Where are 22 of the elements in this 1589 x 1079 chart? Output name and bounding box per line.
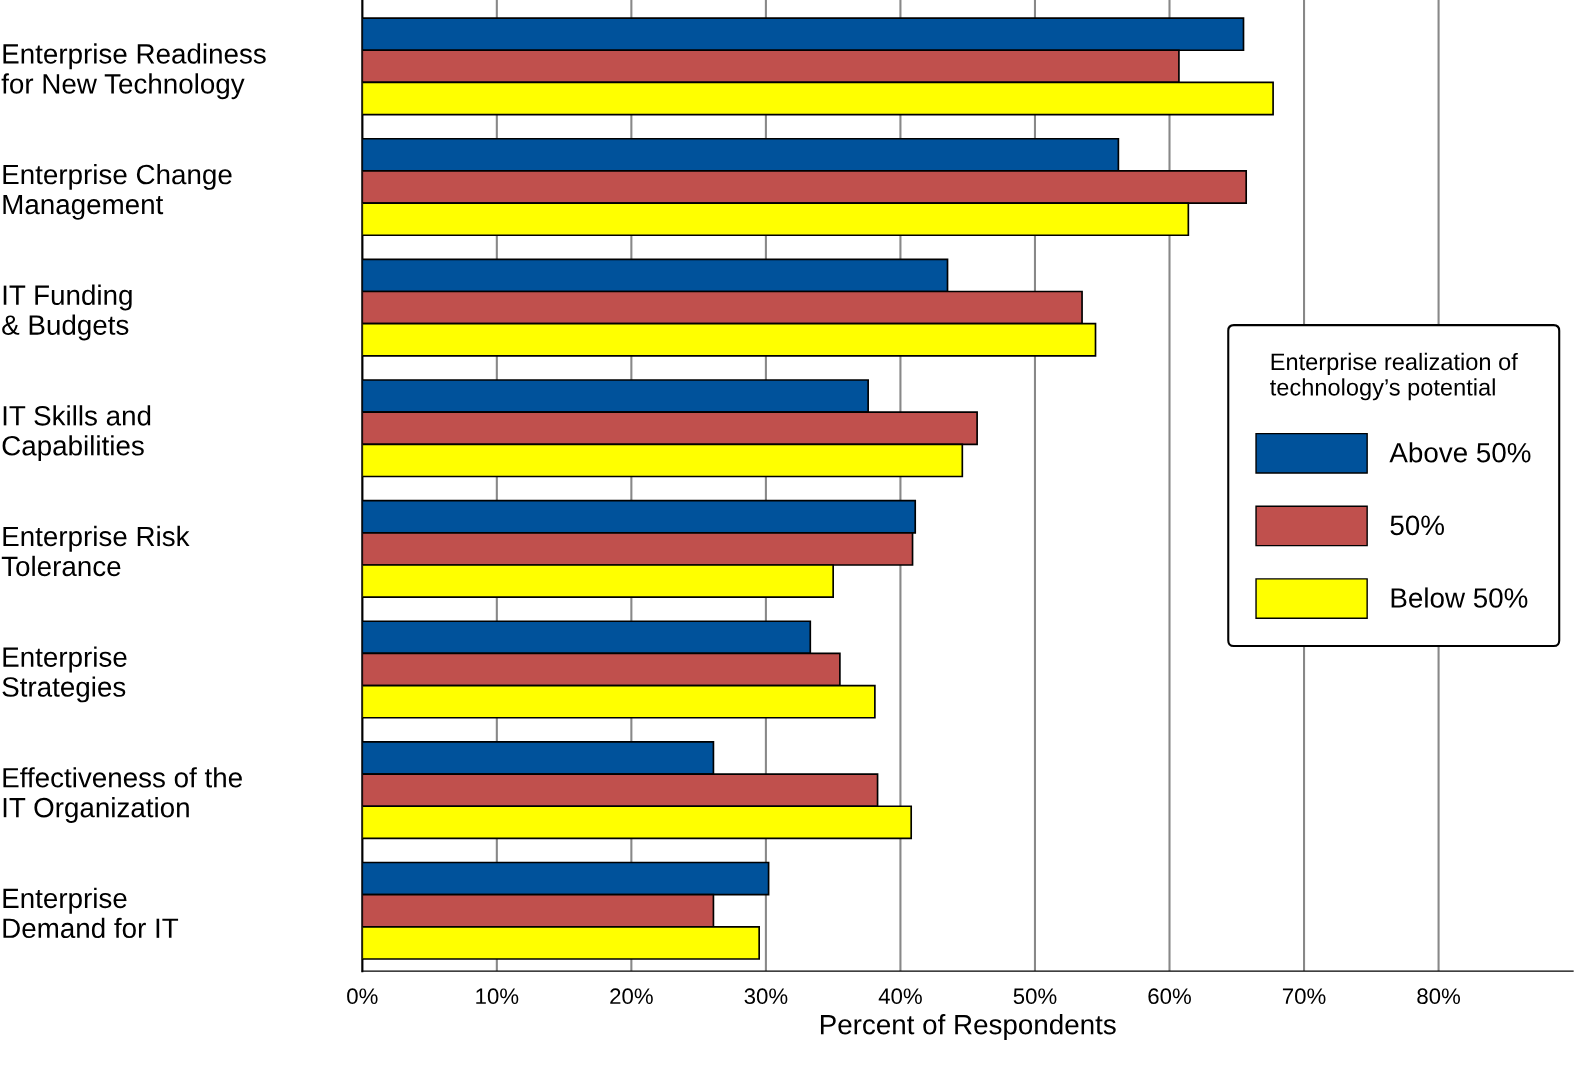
x-tick-label: 30% xyxy=(744,988,788,1005)
y-tick-label: IT Funding & Budgets xyxy=(2,284,132,341)
legend-label: 50% xyxy=(1390,515,1444,536)
x-tick-label: 50% xyxy=(1013,988,1057,1005)
x-axis-title: Percent of Respondents xyxy=(820,1014,1116,1040)
legend-label: Above 50% xyxy=(1389,442,1531,463)
y-tick-label: Enterprise Strategies xyxy=(2,646,127,703)
legend-title: Enterprise realization of technology’s potential xyxy=(1270,352,1518,401)
y-tick-label: Enterprise Readiness for New Technology xyxy=(1,43,266,100)
x-tick-label: 80% xyxy=(1417,988,1461,1005)
x-tick-label: 0% xyxy=(347,988,378,1005)
x-tick-label: 40% xyxy=(878,988,922,1005)
y-tick-label: Enterprise Change Management xyxy=(3,163,232,220)
x-tick-label: 20% xyxy=(610,988,653,1005)
y-tick-label: IT Skills and Capabilities xyxy=(2,405,151,462)
x-tick-label: 70% xyxy=(1282,988,1326,1005)
x-tick-label: 10% xyxy=(476,988,519,1005)
y-tick-label: Enterprise Risk Tolerance xyxy=(1,525,190,577)
x-tick-label: 60% xyxy=(1148,988,1191,1005)
y-tick-label: Effectiveness of the IT Organization xyxy=(3,767,242,823)
legend-label: Below 50% xyxy=(1391,587,1528,608)
y-tick-label: Enterprise Demand for IT xyxy=(3,887,179,939)
